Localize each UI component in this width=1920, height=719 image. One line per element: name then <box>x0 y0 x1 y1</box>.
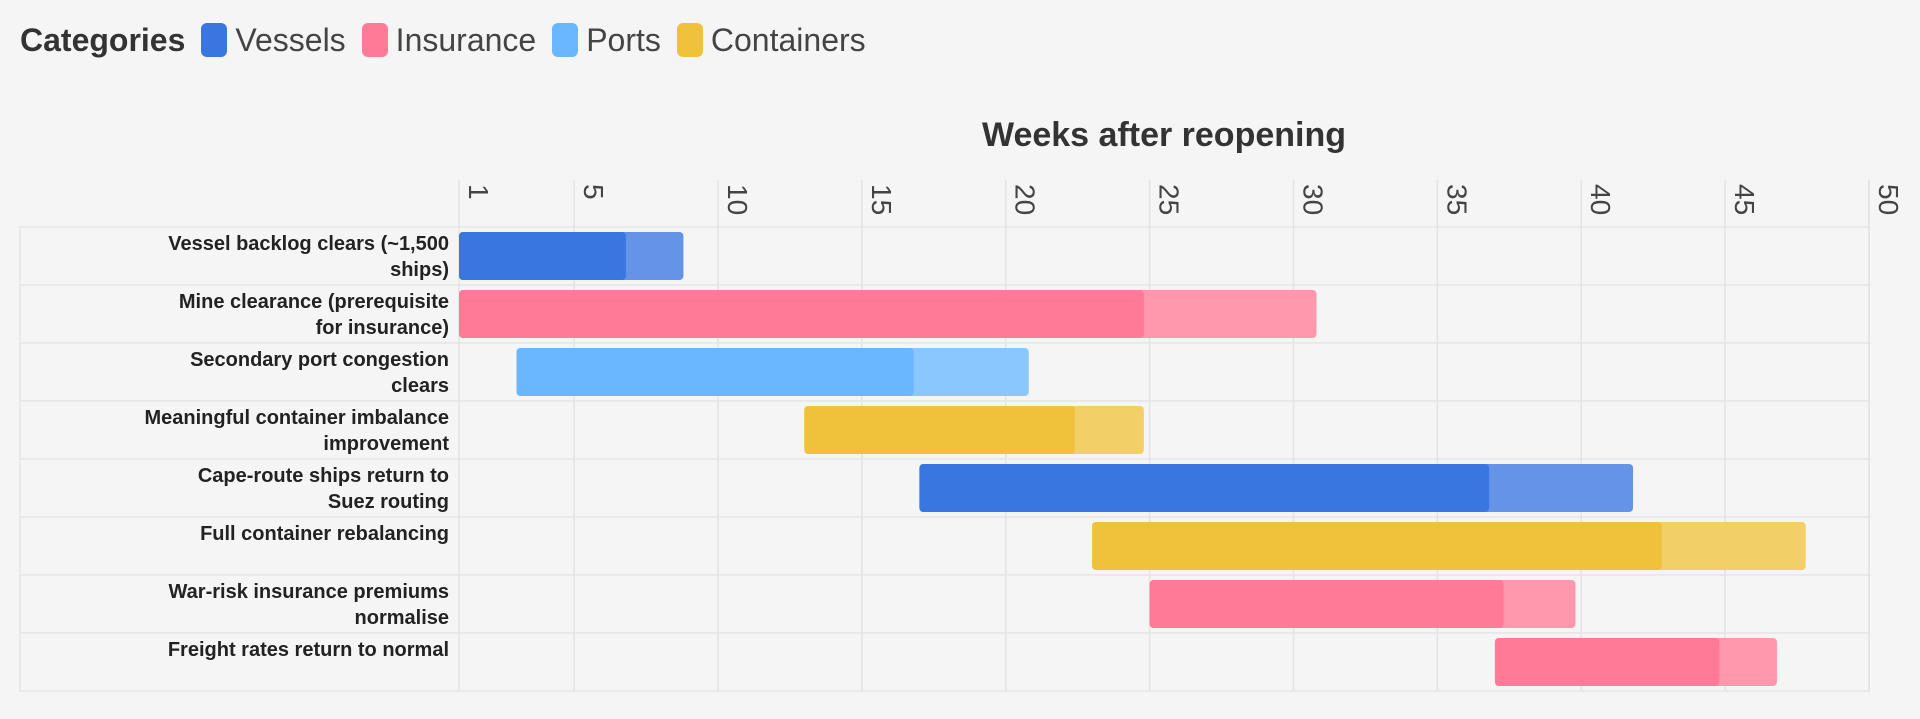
x-tick-label: 20 <box>1010 184 1041 215</box>
x-tick-label: 45 <box>1729 184 1760 215</box>
x-tick-label: 15 <box>866 184 897 215</box>
task-label: Secondary port congestion clears <box>190 349 449 397</box>
legend-item-insurance[interactable]: Insurance <box>361 21 537 59</box>
bar-ports <box>516 348 914 396</box>
x-tick-label: 50 <box>1873 184 1904 215</box>
task-label: Full container rebalancing <box>200 523 449 545</box>
x-tick-label: 10 <box>722 184 753 215</box>
legend-label-containers: Containers <box>710 21 866 58</box>
bar-insurance <box>459 290 1144 338</box>
chart-title: Weeks after reopening <box>982 116 1346 154</box>
legend-label-ports: Ports <box>586 21 661 58</box>
task-label: Freight rates return to normal <box>168 639 449 661</box>
legend-label-insurance: Insurance <box>395 21 537 58</box>
legend-title: Categories <box>20 21 186 58</box>
legend-item-ports[interactable]: Ports <box>552 22 661 59</box>
task-label: Vessel backlog clears (~1,500 ships) <box>168 233 449 281</box>
legend-swatch-containers <box>676 23 703 57</box>
task-label: Cape-route ships return to Suez routing <box>198 465 449 513</box>
bar-insurance <box>1149 580 1504 628</box>
x-tick-label: 40 <box>1585 184 1616 215</box>
x-tick-label: 1 <box>463 184 494 200</box>
bar-insurance <box>1494 638 1720 686</box>
task-label: War-risk insurance premiums normalise <box>169 581 449 629</box>
legend-swatch-vessels <box>201 23 228 57</box>
legend-item-vessels[interactable]: Vessels <box>201 21 346 59</box>
task-label: Meaningful container imbalance improvemen… <box>144 407 449 455</box>
bar-containers <box>804 406 1075 454</box>
bar-vessels <box>459 232 626 280</box>
chart-legend: Categories Vessels Insurance Ports Conta… <box>20 18 882 62</box>
task-label: Mine clearance (prerequisite for insuranc… <box>179 291 449 339</box>
x-tick-label: 5 <box>578 184 609 200</box>
legend-swatch-ports <box>552 23 579 57</box>
x-tick-label: 25 <box>1154 184 1185 215</box>
legend-swatch-insurance <box>361 23 388 57</box>
bar-containers <box>1092 522 1662 570</box>
x-tick-label: 35 <box>1441 184 1472 215</box>
legend-item-containers[interactable]: Containers <box>676 21 866 59</box>
x-tick-label: 30 <box>1297 184 1328 215</box>
legend-label-vessels: Vessels <box>235 21 346 58</box>
bar-vessels <box>919 464 1490 512</box>
